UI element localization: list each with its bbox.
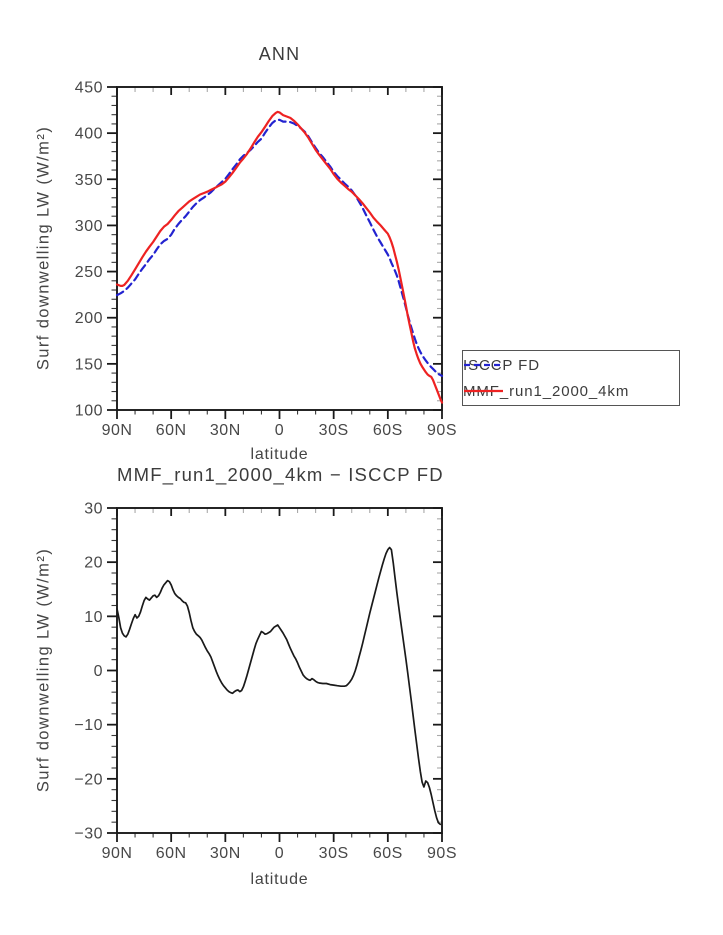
bottom-chart-x-axis-label: latitude: [250, 871, 309, 888]
y-tick-label: 30: [84, 501, 103, 518]
x-tick-label: 60S: [373, 422, 403, 439]
top-chart-x-axis-label: latitude: [250, 446, 309, 463]
legend-entry-mmf-run1-2000-4km: MMF_run1_2000_4km: [463, 379, 679, 403]
x-tick-label: 90N: [102, 845, 133, 862]
x-tick-label: 0: [275, 845, 284, 862]
legend-label: ISCCP FD: [463, 356, 540, 374]
y-tick-label: 0: [94, 663, 103, 680]
x-tick-label: 30S: [319, 422, 349, 439]
y-tick-label: 200: [75, 310, 103, 327]
plot-frame: [116, 86, 443, 411]
y-tick-label: 300: [75, 218, 103, 235]
y-tick-label: 20: [84, 555, 103, 572]
legend-label: MMF_run1_2000_4km: [463, 382, 630, 400]
y-tick-label: −10: [74, 717, 103, 734]
y-tick-label: 400: [75, 126, 103, 143]
x-tick-label: 30S: [319, 845, 349, 862]
x-tick-label: 60N: [156, 845, 187, 862]
y-tick-label: 150: [75, 356, 103, 373]
y-tick-label: 450: [75, 80, 103, 97]
top-chart-y-axis-label: Surf downwelling LW (W/m²): [34, 125, 53, 371]
plot-frame: [116, 507, 443, 834]
top-chart-plot-area: 90N 60N 30N 0 30S 60S 90S 100 150 200 250 300 350 400…: [75, 80, 457, 440]
x-tick-label: 30N: [210, 422, 241, 439]
x-tick-label: 60S: [373, 845, 403, 862]
y-tick-label: 100: [75, 403, 103, 420]
x-tick-label: 90S: [427, 422, 457, 439]
bottom-chart-plot-area: 90N 60N 30N 0 30S 60S 90S −30 −20 −10 0 10 20 30: [74, 501, 457, 863]
legend-entry-isccp-fd: ISCCP FD: [463, 353, 679, 377]
y-tick-label: −20: [74, 771, 103, 788]
y-tick-label: 10: [84, 609, 103, 626]
legend-box: ISCCP FD MMF_run1_2000_4km: [462, 350, 680, 406]
y-tick-label: −30: [74, 826, 103, 843]
x-tick-label: 30N: [210, 845, 241, 862]
bottom-chart-title: MMF_run1_2000_4km − ISCCP FD: [117, 464, 444, 485]
x-tick-label: 90S: [427, 845, 457, 862]
bottom-chart-y-axis-label: Surf downwelling LW (W/m²): [34, 547, 53, 793]
y-tick-label: 350: [75, 172, 103, 189]
dashed-line-swatch: [464, 363, 503, 367]
x-tick-label: 60N: [156, 422, 187, 439]
top-chart-title: ANN: [258, 44, 301, 64]
y-tick-label: 250: [75, 264, 103, 281]
series-line-mmf-run1-2000-4km: [115, 110, 444, 404]
series-line-mmf-run1-2000-4km-minus-isccp-fd: [116, 546, 442, 826]
x-tick-label: 0: [275, 422, 284, 439]
x-tick-label: 90N: [102, 422, 133, 439]
solid-line-swatch: [464, 389, 503, 393]
